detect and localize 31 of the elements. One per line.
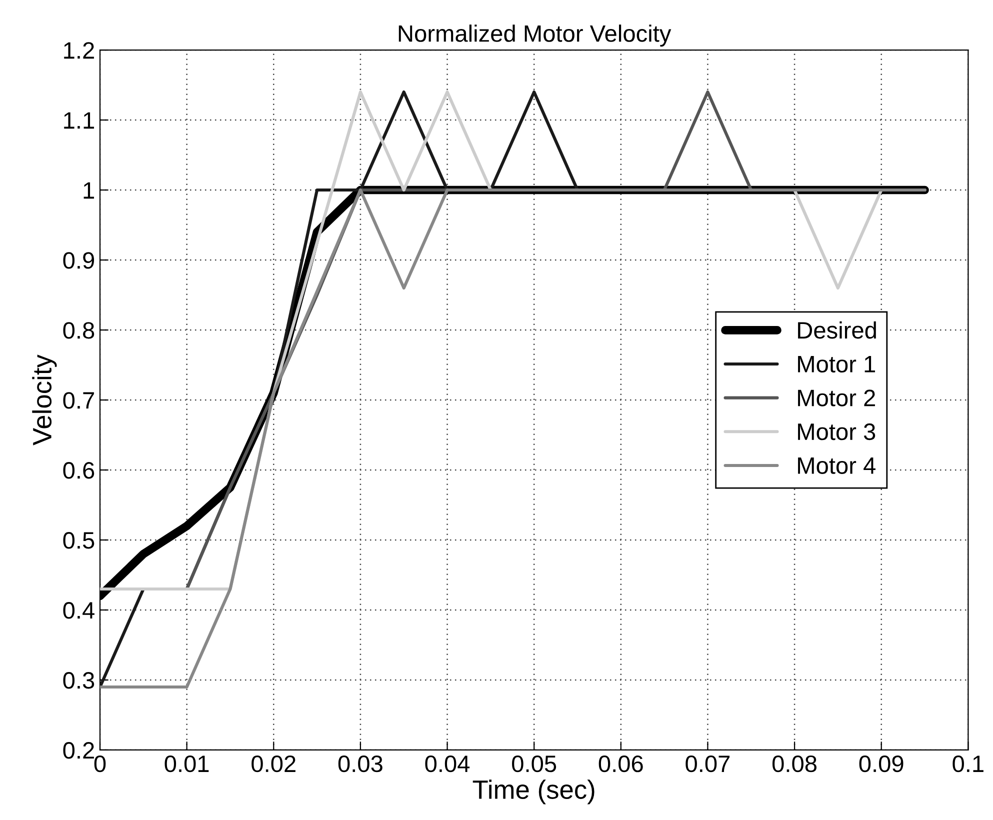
y-tick-label: 0.3 bbox=[63, 672, 94, 689]
y-tick-label: 0.9 bbox=[63, 252, 94, 269]
y-axis-title: Velocity bbox=[32, 354, 57, 446]
x-tick-label: 0.05 bbox=[512, 755, 556, 772]
x-tick-label: 0 bbox=[94, 755, 106, 772]
x-tick-label: 0.06 bbox=[598, 755, 643, 772]
y-tick-label: 0.2 bbox=[63, 742, 94, 759]
chart-title: Normalized Motor Velocity bbox=[398, 24, 672, 47]
y-tick-label: 1.2 bbox=[64, 42, 94, 59]
y-tick-label: 1 bbox=[84, 182, 94, 199]
y-tick-label: 0.5 bbox=[63, 532, 94, 549]
x-tick-label: 0.03 bbox=[338, 755, 382, 772]
y-tick-label: 0.4 bbox=[63, 602, 94, 619]
legend-label: Motor 2 bbox=[798, 390, 875, 406]
x-tick-label: 0.07 bbox=[686, 755, 730, 772]
y-tick-label: 1.1 bbox=[64, 112, 94, 129]
y-tick-label: 0.7 bbox=[63, 392, 94, 409]
legend-label: Desired bbox=[798, 321, 876, 339]
x-tick-label: 0.01 bbox=[164, 755, 209, 772]
x-axis-title: Time (sec) bbox=[472, 780, 594, 804]
x-tick-label: 0.1 bbox=[952, 755, 984, 772]
y-tick-label: 0.8 bbox=[63, 322, 94, 339]
y-tick-label: 0.6 bbox=[63, 462, 94, 479]
legend-label: Motor 1 bbox=[798, 356, 876, 373]
x-tick-label: 0.02 bbox=[252, 755, 296, 772]
x-tick-label: 0.08 bbox=[772, 755, 816, 772]
x-tick-label: 0.04 bbox=[425, 755, 470, 772]
line-series bbox=[100, 188, 926, 689]
x-tick-label: 0.09 bbox=[859, 755, 904, 772]
legend-label: Motor 4 bbox=[798, 457, 876, 474]
legend-label: Motor 3 bbox=[798, 423, 876, 440]
